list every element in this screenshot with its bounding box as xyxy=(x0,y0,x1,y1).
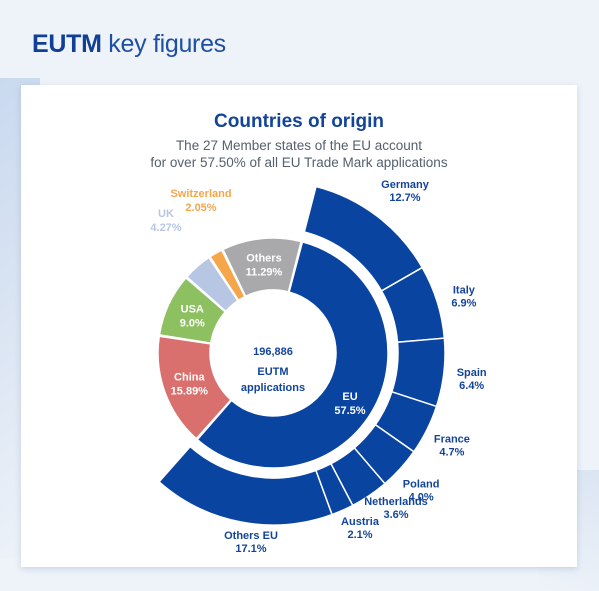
outer-label-netherlands-name: Netherlands xyxy=(364,496,428,508)
inner-label-others-value: 11.29% xyxy=(246,266,283,278)
outer-label-austria-name: Austria xyxy=(341,516,380,528)
outer-label-spain-value: 6.4% xyxy=(459,380,484,392)
inner-label-eu-name: EU xyxy=(342,391,357,403)
chart-subtitle-line-2: for over 57.50% of all EU Trade Mark app… xyxy=(150,155,448,170)
outer-label-italy-name: Italy xyxy=(453,284,476,296)
page-title-rest: key figures xyxy=(108,30,226,58)
page-title-bold: EUTM xyxy=(32,30,102,58)
inner-slice-usa xyxy=(158,276,227,344)
inner-slice-uk xyxy=(185,256,239,313)
inner-label-switzerland-value: 2.05% xyxy=(185,202,216,214)
chart-subtitle-line-1: The 27 Member states of the EU account xyxy=(175,138,423,153)
inner-slice-eu xyxy=(196,240,389,469)
inner-label-usa-value: 9.0% xyxy=(180,318,205,330)
outer-label-france-value: 4.7% xyxy=(439,446,464,458)
outer-label-others-eu-value: 17.1% xyxy=(235,543,266,555)
inner-label-eu-value: 57.5% xyxy=(334,405,365,417)
inner-label-others-name: Others xyxy=(246,252,281,264)
outer-label-spain-name: Spain xyxy=(457,367,487,379)
inner-slice-others xyxy=(221,237,303,298)
inner-label-uk-name: UK xyxy=(158,208,174,220)
inner-slice-switzerland xyxy=(209,249,246,302)
page-title: EUTM key figures xyxy=(32,30,226,59)
outer-label-germany-name: Germany xyxy=(381,179,430,191)
outer-label-france-name: France xyxy=(434,433,470,445)
inner-label-switzerland-name: Switzerland xyxy=(170,188,231,200)
outer-slice-others-eu xyxy=(157,445,333,526)
inner-label-china-value: 15.89% xyxy=(171,385,209,397)
center-label-line-1: EUTM xyxy=(257,366,288,378)
center-label-line-2: applications xyxy=(241,382,305,394)
outer-label-poland-name: Poland xyxy=(403,478,440,490)
donut-chart: EU 57.5% China 15.89% USA 9.0% UK 4.27% Switzerl… xyxy=(150,179,487,555)
outer-label-poland-value: 4.0% xyxy=(409,491,434,503)
inner-label-china-name: China xyxy=(174,371,205,383)
page-background-top xyxy=(0,0,599,80)
outer-label-italy-value: 6.9% xyxy=(451,297,476,309)
inner-label-uk-value: 4.27% xyxy=(150,222,181,234)
chart-title: Countries of origin xyxy=(214,111,384,132)
outer-label-others-eu-name: Others EU xyxy=(224,530,278,542)
outer-label-austria-value: 2.1% xyxy=(347,529,372,541)
inner-slice-china xyxy=(157,335,233,440)
chart-card: Countries of origin The 27 Member states… xyxy=(21,85,577,567)
inner-label-usa-name: USA xyxy=(181,304,204,316)
outer-label-germany-value: 12.7% xyxy=(389,192,420,204)
center-value: 196,886 xyxy=(253,346,293,358)
outer-label-netherlands-value: 3.6% xyxy=(383,509,408,521)
